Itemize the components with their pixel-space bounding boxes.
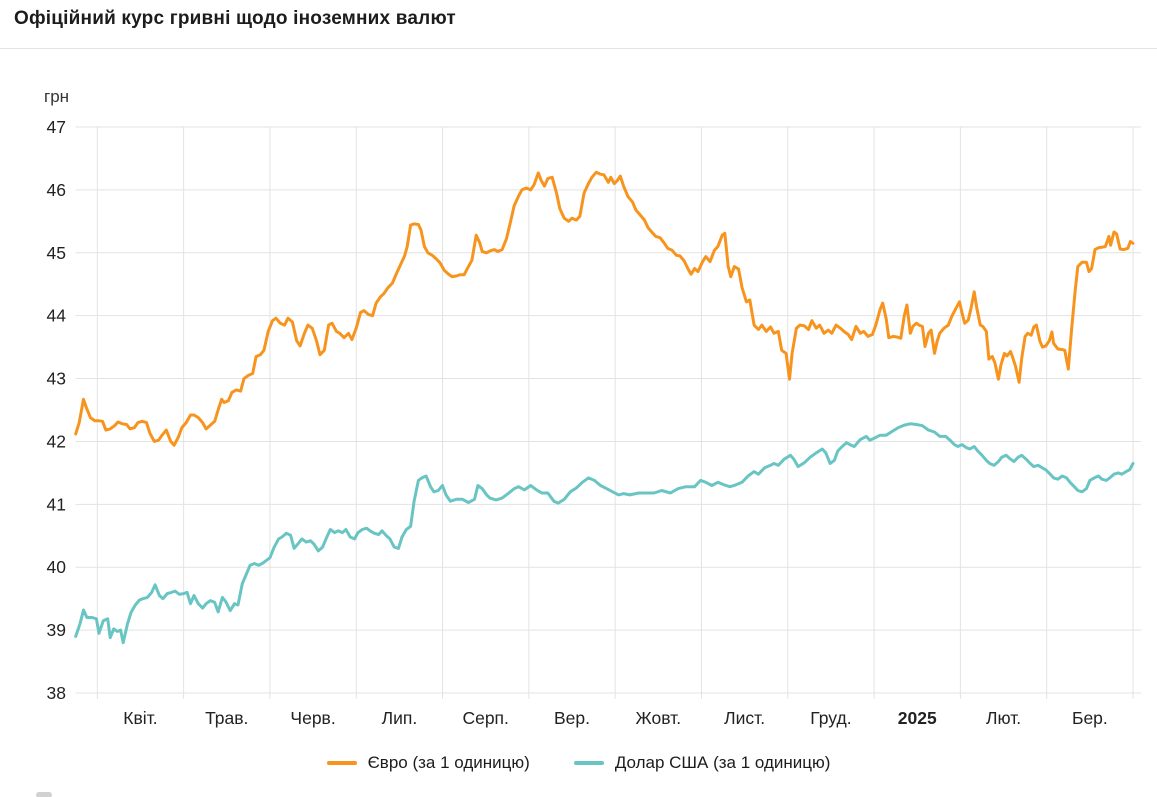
header-divider [0, 48, 1157, 49]
y-tick-label: 39 [47, 620, 66, 640]
chart-legend: Євро (за 1 одиницю) Долар США (за 1 один… [0, 753, 1157, 773]
x-tick-label-7: Жовт. [636, 708, 682, 728]
y-tick-label: 40 [47, 557, 67, 577]
y-tick-label: 43 [47, 369, 66, 389]
legend-label-eur: Євро (за 1 одиницю) [367, 753, 530, 772]
y-tick-label: 38 [47, 683, 66, 703]
y-tick-label: 46 [47, 180, 66, 200]
x-tick-label-10: 2025 [898, 708, 937, 728]
y-tick-label: 45 [47, 243, 66, 263]
x-tick-label-6: Вер. [554, 708, 590, 728]
page-title: Офіційний курс гривні щодо іноземних вал… [14, 8, 456, 29]
usd-line-swatch [573, 761, 604, 765]
y-tick-label: 44 [47, 306, 67, 326]
x-tick-label-12: Бер. [1072, 708, 1108, 728]
x-tick-label-8: Лист. [724, 708, 765, 728]
eur-line-swatch [326, 761, 357, 765]
series-line-usd[interactable] [74, 422, 1135, 645]
series-line-eur[interactable] [74, 170, 1135, 447]
legend-item-usd[interactable]: Долар США (за 1 одиницю) [573, 753, 831, 773]
x-tick-label-5: Серп. [462, 708, 508, 728]
y-tick-label: 47 [47, 117, 66, 137]
exchange-rate-chart: 47 46 45 44 43 42 41 40 39 38 Квіт. Трав. Черв. Лип. С… [47, 117, 1141, 728]
y-tick-label: 41 [47, 494, 66, 514]
x-tick-label-2: Трав. [205, 708, 248, 728]
legend-label-usd: Долар США (за 1 одиницю) [614, 753, 831, 772]
cropped-bottom-icon [36, 792, 52, 797]
x-tick-label-4: Лип. [382, 708, 418, 728]
y-tick-label: 42 [47, 431, 66, 451]
legend-item-eur[interactable]: Євро (за 1 одиницю) [326, 753, 530, 773]
y-axis-unit-label: грн [44, 87, 70, 106]
x-tick-label-3: Черв. [290, 708, 335, 728]
x-tick-label-11: Лют. [986, 708, 1021, 728]
x-tick-label-1: Квіт. [123, 708, 157, 728]
x-tick-label-9: Груд. [810, 708, 851, 728]
